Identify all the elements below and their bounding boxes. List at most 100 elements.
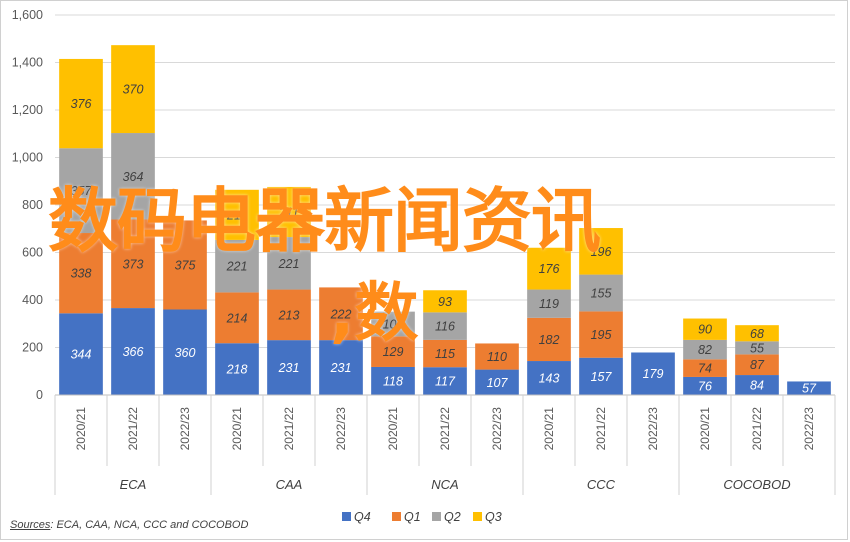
data-label: 338 bbox=[71, 267, 92, 281]
bar-q1 bbox=[215, 292, 259, 344]
bar-q4 bbox=[163, 309, 207, 395]
data-label: 57 bbox=[802, 382, 817, 396]
bar-q1 bbox=[319, 287, 363, 341]
data-label: 221 bbox=[278, 257, 300, 271]
bar-q2 bbox=[527, 289, 571, 318]
y-tick-label: 800 bbox=[22, 198, 43, 212]
watermark-text-2: ,数 bbox=[330, 277, 419, 351]
data-label: 110 bbox=[487, 350, 507, 364]
y-tick-label: 1,200 bbox=[12, 103, 43, 117]
data-label: 195 bbox=[591, 328, 612, 342]
data-label: 116 bbox=[435, 320, 455, 334]
data-label: 55 bbox=[750, 341, 764, 355]
data-label: 107 bbox=[487, 376, 509, 390]
bar-q4 bbox=[319, 340, 363, 395]
group-label: ECA bbox=[120, 477, 147, 492]
bar-q2 bbox=[423, 312, 467, 340]
y-axis: 0 200 400 600 800 1,000 1,200 1,400 1,600 bbox=[12, 8, 43, 402]
data-label: 182 bbox=[539, 333, 560, 347]
data-label: 231 bbox=[278, 361, 300, 375]
legend-swatch-q2 bbox=[432, 512, 441, 521]
data-label: 360 bbox=[175, 346, 196, 360]
legend-label: Q3 bbox=[485, 510, 502, 524]
source-text: : ECA, CAA, NCA, CCC and COCOBOD bbox=[50, 519, 249, 531]
bar-q1 bbox=[735, 354, 779, 376]
data-label: 364 bbox=[123, 170, 144, 184]
bar-q3 bbox=[215, 189, 259, 240]
bar-q1 bbox=[683, 359, 727, 377]
data-label: 104 bbox=[383, 317, 404, 331]
data-label: 373 bbox=[123, 257, 144, 271]
bar-q2 bbox=[215, 239, 259, 293]
x-tick-label: 2020/21 bbox=[74, 407, 88, 451]
watermark-text: 数码电器新闻资讯 bbox=[48, 180, 601, 262]
y-tick-label: 400 bbox=[22, 293, 43, 307]
data-label: 376 bbox=[71, 97, 92, 111]
bar-q2 bbox=[111, 133, 155, 220]
y-tick-label: 0 bbox=[36, 388, 43, 402]
data-label: 157 bbox=[591, 370, 613, 384]
data-label: 357 bbox=[71, 184, 93, 198]
bar-q2 bbox=[579, 274, 623, 312]
source-label: Sources bbox=[10, 519, 51, 531]
source-note: Sources: ECA, CAA, NCA, CCC and COCOBOD bbox=[10, 519, 248, 531]
bar-q4 bbox=[59, 313, 103, 395]
x-tick-label: 2020/21 bbox=[230, 407, 244, 451]
data-label: 179 bbox=[643, 367, 664, 381]
bar-q4 bbox=[267, 340, 311, 395]
data-label: 82 bbox=[698, 343, 712, 357]
legend-swatch-q4 bbox=[342, 512, 351, 521]
bar-q4 bbox=[475, 369, 519, 395]
bar-q2 bbox=[371, 311, 415, 337]
bar-q3 bbox=[111, 45, 155, 134]
y-tick-label: 1,000 bbox=[12, 151, 43, 165]
data-label: 90 bbox=[698, 323, 712, 337]
data-label: 87 bbox=[750, 358, 765, 372]
y-tick-label: 1,600 bbox=[12, 8, 43, 22]
legend-label: Q2 bbox=[444, 510, 461, 524]
group-label: COCOBOD bbox=[723, 477, 790, 492]
x-tick-label: 2022/23 bbox=[490, 407, 504, 451]
data-label: 68 bbox=[750, 327, 764, 341]
bar-q1 bbox=[111, 219, 155, 309]
data-label: 222 bbox=[330, 307, 352, 321]
data-label: 74 bbox=[698, 362, 712, 376]
data-label: 119 bbox=[539, 297, 559, 311]
group-label: NCA bbox=[431, 477, 458, 492]
bar-q3 bbox=[735, 325, 779, 342]
data-label: 211 bbox=[278, 206, 299, 220]
bar-q4 bbox=[111, 308, 155, 395]
bar-q3 bbox=[683, 318, 727, 340]
legend-label: Q4 bbox=[354, 510, 371, 524]
legend-swatch-q1 bbox=[392, 512, 401, 521]
x-tick-label: 2022/23 bbox=[334, 407, 348, 451]
x-tick-label: 2020/21 bbox=[698, 407, 712, 451]
data-label: 213 bbox=[278, 308, 300, 322]
bar-q4 bbox=[371, 366, 415, 395]
bar-q4 bbox=[735, 375, 779, 395]
x-tick-label: 2022/23 bbox=[646, 407, 660, 451]
bar-q1 bbox=[371, 336, 415, 367]
data-label: 115 bbox=[435, 347, 455, 361]
data-label: 375 bbox=[175, 258, 196, 272]
data-label: 218 bbox=[226, 363, 248, 377]
bar-q3 bbox=[59, 58, 103, 149]
data-label: 143 bbox=[539, 372, 560, 386]
bar-q1 bbox=[59, 233, 103, 314]
x-tick-label: 2022/23 bbox=[178, 407, 192, 451]
x-tick-label: 2021/22 bbox=[282, 407, 296, 451]
bar-q1 bbox=[267, 289, 311, 341]
data-label: 93 bbox=[438, 295, 452, 309]
bar-q2 bbox=[267, 237, 311, 290]
data-label: 176 bbox=[539, 262, 560, 276]
data-label: 117 bbox=[435, 375, 456, 389]
y-tick-label: 1,400 bbox=[12, 56, 43, 70]
bar-q1 bbox=[527, 317, 571, 362]
group-label: CAA bbox=[276, 477, 303, 492]
x-tick-label: 2021/22 bbox=[594, 407, 608, 451]
bar-q4 bbox=[631, 352, 675, 395]
bar-q2 bbox=[735, 341, 779, 355]
x-tick-label: 2020/21 bbox=[542, 407, 556, 451]
bar-q1 bbox=[423, 339, 467, 368]
